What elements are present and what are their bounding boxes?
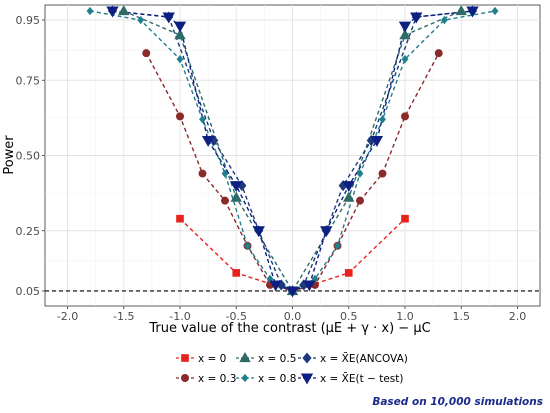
x-tick-label: -0.5 <box>226 310 247 323</box>
legend-item-5: x = X̄E(t − test) <box>298 372 403 385</box>
x-tick-label: -2.0 <box>57 310 78 323</box>
series-1-point <box>142 49 151 58</box>
series-3-point <box>440 15 448 25</box>
y-tick-label: 0.05 <box>16 285 41 298</box>
x-tick-label: 1.5 <box>453 310 471 323</box>
x-tick-label: -1.5 <box>113 310 134 323</box>
series-2-point <box>230 191 242 202</box>
x-tick-label: 1.0 <box>396 310 414 323</box>
legend-item-3: x = 0.8 <box>236 373 296 385</box>
series-2-point <box>399 29 411 40</box>
series-0-point <box>344 269 353 277</box>
series-5-point <box>173 21 187 33</box>
legend-swatch-marker <box>239 352 251 363</box>
caption: Based on 10,000 simulations <box>372 396 543 408</box>
legend-label: x = 0.5 <box>258 353 296 365</box>
axis-ticks: -2.0 -1.5 -1.0 -0.5 0.0 0.5 1.0 1.5 2.0 0.05 0.25 0… <box>16 14 527 323</box>
series-3-point <box>86 6 94 16</box>
series-3-point <box>401 55 409 64</box>
series-points <box>86 5 499 298</box>
series-1-point <box>356 196 364 205</box>
series-0-point <box>232 269 241 277</box>
series-2-point <box>174 29 186 40</box>
series-1-point <box>434 49 443 58</box>
series-3-point <box>176 55 184 64</box>
series-5-point <box>252 226 265 238</box>
legend-label: x = 0 <box>198 353 226 365</box>
series-4-point <box>338 180 348 192</box>
series-2-point <box>343 191 355 202</box>
y-tick-label: 0.75 <box>16 74 41 87</box>
series-5-point <box>398 21 412 33</box>
series-2-point <box>118 5 130 16</box>
legend-item-1: x = 0.3 <box>176 373 236 385</box>
series-5-point <box>286 286 299 298</box>
y-tick-label: 0.50 <box>16 150 41 163</box>
series-5-point <box>162 12 175 24</box>
grid <box>45 5 540 306</box>
series-5-point <box>106 6 119 18</box>
legend: x = 0 x = 0.5 x = X̄E(ANCOVA) x = 0.3 x = 0.… <box>176 352 408 385</box>
series-3-point <box>334 241 341 250</box>
series-3-point <box>137 15 145 25</box>
series-3-point <box>356 169 364 178</box>
series-3-point <box>244 241 251 250</box>
legend-swatch-marker <box>302 352 312 364</box>
legend-label: x = X̄E(ANCOVA) <box>320 352 408 365</box>
series-5-point <box>410 12 423 24</box>
legend-label: x = 0.8 <box>258 373 296 385</box>
series-4-point <box>237 180 247 192</box>
series-2-point <box>455 5 467 16</box>
series-3-point <box>311 274 319 284</box>
series-line-0 <box>179 218 406 292</box>
series-1-point <box>401 112 409 121</box>
legend-item-4: x = X̄E(ANCOVA) <box>298 352 408 365</box>
legend-label: x = 0.3 <box>198 373 236 385</box>
legend-label: x = X̄E(t − test) <box>320 372 403 385</box>
x-tick-label: 0.0 <box>284 310 302 323</box>
series-0-point <box>176 214 184 223</box>
y-tick-label: 0.95 <box>16 14 41 27</box>
series-5-point <box>201 135 215 147</box>
y-axis-title: Power <box>2 135 17 175</box>
y-tick-label: 0.25 <box>16 225 41 238</box>
series-5-point <box>230 181 243 193</box>
series-5-point <box>370 135 384 147</box>
series-5-point <box>303 280 316 292</box>
legend-swatch-marker <box>181 354 189 362</box>
series-5-point <box>269 280 282 292</box>
x-tick-label: 2.0 <box>509 310 527 323</box>
series-3-point <box>199 115 206 124</box>
x-tick-label: -1.0 <box>169 310 190 323</box>
series-0-point <box>401 214 409 223</box>
legend-swatch-marker <box>241 373 249 383</box>
series-1-point <box>221 196 229 205</box>
series-1-point <box>378 169 387 178</box>
x-tick-label: 0.5 <box>340 310 358 323</box>
legend-swatch-marker <box>300 373 314 385</box>
series-1-point <box>198 169 207 178</box>
series-5-point <box>320 226 333 238</box>
legend-item-0: x = 0 <box>176 353 226 365</box>
series-3-point <box>379 115 386 124</box>
legend-item-2: x = 0.5 <box>236 352 296 365</box>
series-5-point <box>342 181 355 193</box>
series-3-point <box>221 169 229 178</box>
legend-swatch-marker <box>181 374 189 382</box>
series-3-point <box>491 6 499 16</box>
series-3-point <box>266 274 274 284</box>
series-5-point <box>466 6 479 18</box>
x-axis-title: True value of the contrast (μE + γ · x) … <box>148 321 430 336</box>
series-1-point <box>176 112 184 121</box>
